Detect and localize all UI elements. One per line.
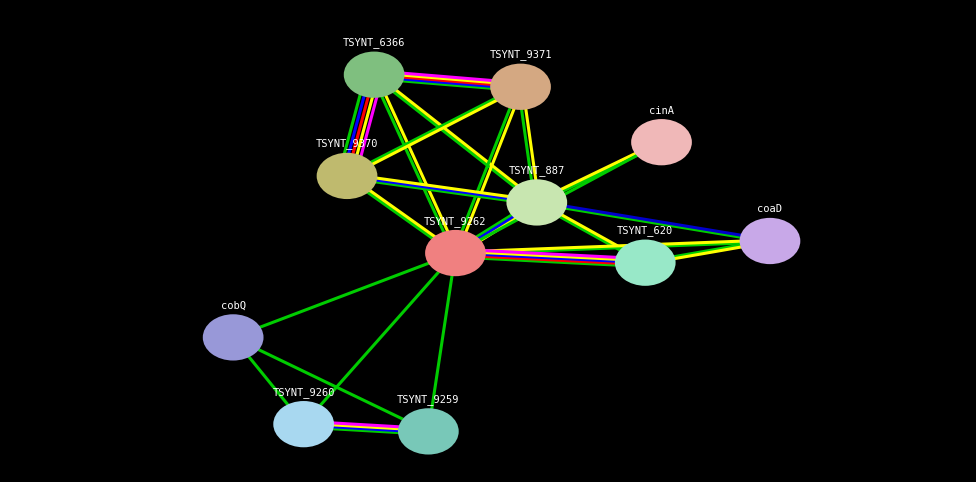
Ellipse shape	[507, 179, 567, 226]
Text: coaD: coaD	[757, 204, 783, 214]
Text: cobQ: cobQ	[221, 301, 246, 311]
Text: cinA: cinA	[649, 106, 674, 116]
Ellipse shape	[490, 64, 550, 110]
Text: TSYNT_9259: TSYNT_9259	[397, 394, 460, 405]
Ellipse shape	[398, 408, 459, 455]
Text: TSYNT_6366: TSYNT_6366	[343, 37, 405, 48]
Text: TSYNT_9262: TSYNT_9262	[425, 215, 487, 227]
Ellipse shape	[273, 401, 334, 447]
Text: TSYNT_9370: TSYNT_9370	[316, 138, 379, 149]
Ellipse shape	[426, 230, 486, 276]
Ellipse shape	[344, 52, 404, 98]
Ellipse shape	[740, 218, 800, 264]
Text: TSYNT_9371: TSYNT_9371	[489, 49, 551, 60]
Text: TSYNT_887: TSYNT_887	[508, 165, 565, 176]
Text: TSYNT_620: TSYNT_620	[617, 225, 673, 236]
Ellipse shape	[316, 153, 378, 199]
Ellipse shape	[615, 240, 675, 286]
Ellipse shape	[203, 314, 264, 361]
Ellipse shape	[631, 119, 692, 165]
Text: TSYNT_9260: TSYNT_9260	[272, 387, 335, 398]
